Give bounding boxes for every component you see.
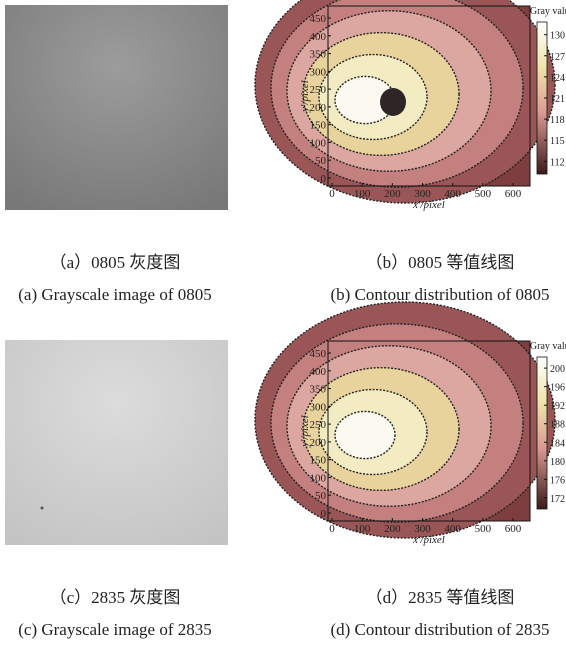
y-tick-label: 350 (310, 49, 327, 61)
caption-cn: （c）2835 灰度图 (50, 588, 181, 607)
colorbar-tick-label: 127 (550, 52, 565, 63)
x-tick-label: 0 (329, 523, 335, 535)
y-tick-label: 100 (310, 472, 327, 484)
colorbar-tick-label: 130 (550, 31, 565, 42)
colorbar-tick-label: 121 (550, 94, 565, 105)
x-axis-label: x'/pixel (412, 199, 445, 211)
x-tick-label: 500 (475, 188, 492, 200)
y-tick-label: 300 (310, 66, 327, 78)
colorbar-title: Gray value (530, 341, 566, 352)
grayscale-image (5, 5, 228, 210)
x-tick-label: 500 (475, 523, 492, 535)
y-tick-label: 450 (310, 13, 327, 25)
x-tick-label: 100 (354, 188, 371, 200)
x-tick-label: 100 (354, 523, 371, 535)
y-tick-label: 400 (310, 366, 327, 378)
x-tick-label: 0 (329, 188, 335, 200)
contour-band (335, 411, 395, 458)
colorbar-tick-label: 118 (550, 115, 565, 126)
image-speck (41, 507, 44, 510)
caption-en: (c) Grayscale image of 2835 (18, 620, 212, 639)
y-tick-label: 250 (310, 419, 327, 431)
y-tick-label: 100 (310, 137, 327, 149)
caption-cn: （b）0805 等值线图 (366, 253, 515, 272)
x-axis-label: x'/pixel (412, 534, 445, 546)
y-tick-label: 150 (310, 120, 327, 132)
colorbar (537, 357, 547, 509)
y-tick-label: 250 (310, 84, 327, 96)
colorbar-tick-label: 180 (550, 457, 565, 468)
x-tick-label: 200 (384, 188, 401, 200)
y-tick-label: 300 (310, 401, 327, 413)
colorbar-tick-label: 196 (550, 383, 565, 394)
x-tick-label: 600 (505, 188, 522, 200)
x-tick-label: 400 (444, 188, 461, 200)
grayscale-image (5, 340, 228, 545)
y-tick-label: 0 (321, 173, 327, 185)
x-tick-label: 400 (444, 523, 461, 535)
x-tick-label: 200 (384, 523, 401, 535)
y-tick-label: 0 (321, 508, 327, 520)
y-tick-label: 350 (310, 384, 327, 396)
y-tick-label: 200 (310, 437, 327, 449)
x-tick-label: 600 (505, 523, 522, 535)
colorbar-tick-label: 112 (550, 157, 565, 168)
y-axis-label: y'/pixel (299, 80, 311, 113)
colorbar-tick-label: 115 (550, 136, 565, 147)
colorbar-title: Gray value (530, 6, 566, 17)
y-tick-label: 50 (315, 490, 327, 502)
colorbar-tick-label: 188 (550, 420, 565, 431)
colorbar-tick-label: 184 (550, 438, 565, 449)
colorbar-tick-label: 192 (550, 401, 565, 412)
colorbar-tick-label: 200 (550, 364, 565, 375)
colorbar-tick-label: 124 (550, 73, 565, 84)
contour-core (380, 88, 406, 116)
y-tick-label: 450 (310, 348, 327, 360)
colorbar-tick-label: 172 (550, 494, 565, 505)
y-axis-label: y'/pixel (299, 415, 311, 448)
y-tick-label: 50 (315, 155, 327, 167)
y-tick-label: 150 (310, 455, 327, 467)
colorbar-tick-label: 176 (550, 475, 565, 486)
figure: （a）0805 灰度图 (a) Grayscale image of 0805 （b… (0, 0, 566, 641)
caption-en: (d) Contour distribution of 2835 (330, 620, 549, 639)
y-tick-label: 200 (310, 102, 327, 114)
caption-cn: （a）0805 灰度图 (50, 253, 181, 272)
y-tick-label: 400 (310, 31, 327, 43)
caption-en: (a) Grayscale image of 0805 (18, 285, 212, 304)
caption-en: (b) Contour distribution of 0805 (330, 285, 549, 304)
caption-cn: （d）2835 等值线图 (366, 588, 515, 607)
